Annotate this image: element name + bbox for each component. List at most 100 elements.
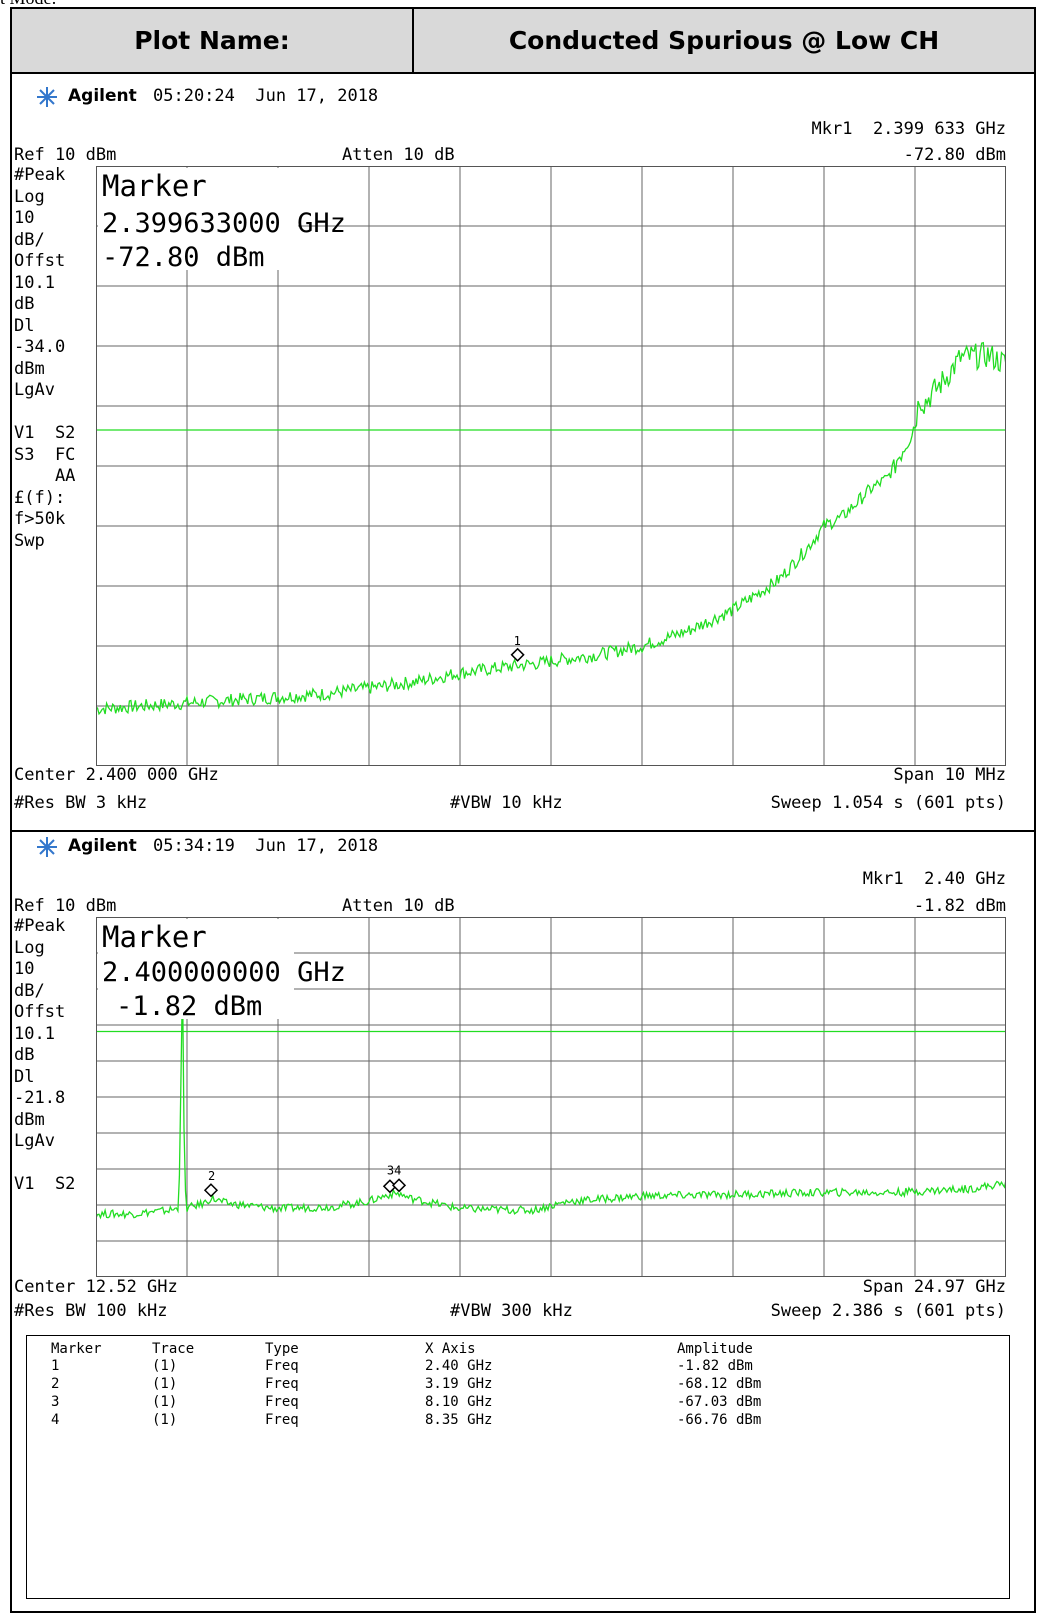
spectrum-trace [96, 977, 1006, 1220]
table-cell: 1 [51, 1358, 60, 1374]
table-cell: Freq [265, 1394, 299, 1410]
side-label: -21.8 [14, 1088, 66, 1108]
side-label: Log [14, 186, 45, 207]
analyzer-screen-2: Agilent 05:34:19 Jun 17, 2018 Mkr1 2.40 … [14, 832, 1034, 1332]
center-freq: Center 2.400 000 GHz [14, 765, 219, 785]
table-cell: 8.35 GHz [425, 1412, 493, 1428]
side-label: V1 S2 [14, 1174, 76, 1194]
marker-label: 34 [387, 1163, 401, 1177]
side-label: #Peak [14, 916, 66, 936]
ref-level: Ref 10 dBm [14, 145, 117, 165]
center-freq: Center 12.52 GHz [14, 1277, 178, 1297]
marker-readout-amp: -1.82 dBm [913, 896, 1006, 916]
table-cell: -66.76 dBm [677, 1412, 762, 1428]
marker-readout-amp: -72.80 dBm [903, 145, 1006, 165]
brand-name: Agilent [68, 86, 137, 106]
table-cell: 3 [51, 1394, 60, 1410]
table-cell: 3.19 GHz [425, 1376, 493, 1392]
side-label: Offst [14, 1002, 66, 1022]
side-label: 10.1 [14, 1023, 55, 1044]
table-cell: -68.12 dBm [677, 1376, 762, 1392]
vbw: #VBW 10 kHz [450, 793, 563, 813]
cropped-top-text: t Mode: [0, 0, 1050, 8]
marker-readout-freq: Mkr1 2.399 633 GHz [811, 119, 1006, 139]
attenuation: Atten 10 dB [342, 145, 455, 165]
table-cell: X Axis [425, 1341, 476, 1357]
side-label: LgAv [14, 1131, 55, 1151]
marker-label: 2 [208, 1169, 215, 1183]
marker-box-amp: -72.80 dBm [102, 242, 265, 273]
sweep: Sweep 1.054 s (601 pts) [770, 793, 1006, 813]
header-divider [412, 9, 414, 72]
vbw: #VBW 300 kHz [450, 1301, 573, 1321]
table-cell: (1) [152, 1412, 178, 1428]
side-label: dB/ [14, 980, 45, 1001]
marker-4 [391, 1178, 407, 1193]
table-row: Marker Trace Type X Axis Amplitude [27, 1340, 1009, 1358]
brand-name: Agilent [68, 836, 137, 856]
agilent-logo-icon [37, 87, 57, 107]
table-cell: Amplitude [677, 1341, 753, 1357]
side-label: Dl [14, 1066, 35, 1087]
side-label: f>50k [14, 509, 66, 529]
plot-header: Plot Name: Conducted Spurious @ Low CH [10, 7, 1036, 74]
sweep: Sweep 2.386 s (601 pts) [770, 1301, 1006, 1321]
side-label: V1 S2 [14, 423, 76, 443]
side-label: 10 [14, 959, 35, 979]
ref-level: Ref 10 dBm [14, 896, 117, 916]
panel-divider [10, 830, 1036, 832]
side-label: S3 FC [14, 444, 76, 465]
marker-box-freq: 2.400000000 GHz [102, 957, 346, 988]
table-row: 1 (1) Freq 2.40 GHz -1.82 dBm [27, 1357, 1009, 1375]
table-cell: 2 [51, 1376, 60, 1392]
side-label: 10 [14, 208, 35, 228]
table-cell: -67.03 dBm [677, 1394, 762, 1410]
side-label: Log [14, 937, 45, 958]
table-cell: Freq [265, 1412, 299, 1428]
table-cell: Type [265, 1341, 299, 1357]
table-cell: (1) [152, 1376, 178, 1392]
side-label: 10.1 [14, 272, 55, 293]
side-label: dB [14, 1045, 35, 1065]
agilent-logo-icon [37, 837, 57, 857]
side-label: Offst [14, 251, 66, 271]
span: Span 24.97 GHz [862, 1277, 1006, 1297]
marker-box-title: Marker [102, 169, 207, 203]
table-cell: 4 [51, 1412, 60, 1428]
side-label: Swp [14, 530, 45, 551]
plot-name-value: Conducted Spurious @ Low CH [508, 26, 940, 55]
table-cell: -1.82 dBm [677, 1358, 753, 1374]
table-cell: 8.10 GHz [425, 1394, 493, 1410]
table-row: 4 (1) Freq 8.35 GHz -66.76 dBm [27, 1411, 1009, 1429]
res-bw: #Res BW 3 kHz [14, 793, 148, 813]
table-cell: Freq [265, 1376, 299, 1392]
side-label: AA [14, 466, 76, 486]
side-label: £(f): [14, 487, 66, 508]
marker-2 [203, 1183, 219, 1198]
table-row: 3 (1) Freq 8.10 GHz -67.03 dBm [27, 1393, 1009, 1411]
analyzer-screen-1: Agilent 05:20:24 Jun 17, 2018 Mkr1 2.399… [14, 74, 1034, 830]
table-cell: Trace [152, 1341, 195, 1357]
marker-info-box: Marker 2.400000000 GHz -1.82 dBm [98, 919, 346, 1022]
table-cell: Marker [51, 1341, 102, 1357]
side-label: dB [14, 294, 35, 314]
spectrum-plot-2: 2 34 Marker 2.400000000 GHz -1.82 dBm [96, 917, 1006, 1277]
side-label: Dl [14, 315, 35, 336]
res-bw: #Res BW 100 kHz [14, 1301, 168, 1321]
marker-table: Marker Trace Type X Axis Amplitude 1 (1) Freq 2.… [26, 1335, 1010, 1599]
table-cell: 2.40 GHz [425, 1358, 493, 1374]
side-label: dBm [14, 1109, 45, 1130]
side-label: dBm [14, 358, 45, 379]
marker-readout-freq: Mkr1 2.40 GHz [862, 869, 1006, 889]
spectrum-trace [96, 341, 1006, 716]
marker-box-freq: 2.399633000 GHz [102, 208, 346, 239]
side-label: -34.0 [14, 337, 66, 357]
side-label: #Peak [14, 165, 66, 185]
side-label: LgAv [14, 380, 55, 400]
table-cell: (1) [152, 1394, 178, 1410]
table-cell: (1) [152, 1358, 178, 1374]
table-row: 2 (1) Freq 3.19 GHz -68.12 dBm [27, 1375, 1009, 1393]
marker-box-title: Marker [102, 920, 207, 954]
spectrum-plot-1: 1 Marker 2.399633000 GHz -72.80 dBm [96, 166, 1006, 766]
attenuation: Atten 10 dB [342, 896, 455, 916]
